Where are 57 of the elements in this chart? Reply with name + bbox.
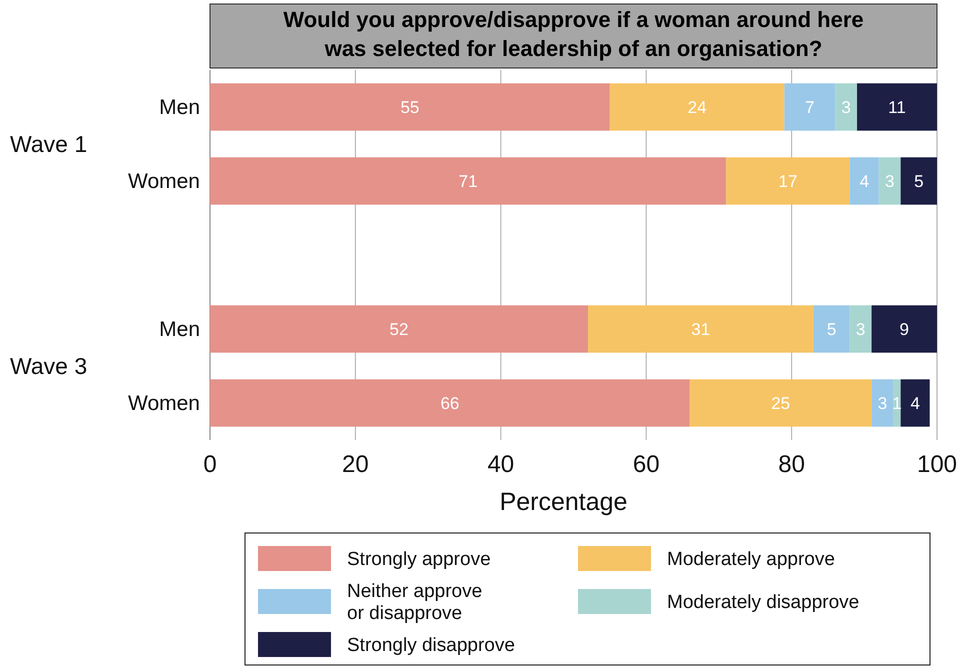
- y-tick-label: Men: [159, 96, 200, 119]
- bar: [588, 305, 814, 353]
- bar: [850, 157, 879, 205]
- data-label: 17: [778, 172, 798, 191]
- bar: [900, 157, 937, 205]
- data-label: 52: [390, 320, 408, 339]
- bar: [210, 157, 726, 205]
- x-tick-label: 20: [342, 451, 369, 478]
- bar: [690, 379, 872, 427]
- y-tick-label: Women: [128, 170, 200, 193]
- bar: [878, 157, 901, 205]
- bar: [857, 83, 937, 131]
- x-tick-label: 100: [916, 451, 958, 478]
- data-label: 66: [440, 394, 460, 413]
- legend-label: Strongly approve: [347, 549, 491, 570]
- x-tick-label: 60: [632, 451, 660, 478]
- x-tick-label: 40: [487, 451, 514, 478]
- x-tick-label: 80: [778, 451, 805, 478]
- data-label: 25: [771, 394, 790, 413]
- bar: [726, 157, 850, 205]
- y-tick-label: Men: [159, 318, 200, 341]
- x-axis-title: Percentage: [500, 488, 628, 516]
- data-label: 11: [888, 98, 906, 117]
- bar: [210, 83, 610, 131]
- data-label: 3: [885, 172, 894, 191]
- data-label: 4: [860, 172, 870, 191]
- data-label: 9: [900, 320, 910, 339]
- text: Wave 3: [10, 353, 88, 379]
- legend-label: Moderately disapprove: [667, 592, 860, 613]
- bar: [872, 305, 937, 353]
- bar: [210, 379, 690, 427]
- text: Wave 1: [10, 131, 88, 157]
- data-label: 3: [841, 98, 851, 117]
- data-label: 5: [826, 320, 836, 339]
- bar: [850, 305, 872, 353]
- legend-label: Strongly disapprove: [347, 635, 515, 656]
- data-label: 24: [688, 98, 707, 117]
- bar: [900, 379, 930, 427]
- chart-title: Would you approve/disapprove if a woman around here was selected for leadership of an organisation?: [283, 7, 864, 61]
- x-tick-label: 0: [203, 451, 217, 478]
- data-label: 71: [458, 172, 478, 191]
- bar: [610, 83, 784, 131]
- bar: [210, 305, 588, 353]
- data-label: 3: [856, 320, 866, 339]
- data-label: 5: [914, 172, 924, 191]
- legend-label: Moderately approve: [667, 549, 835, 570]
- bar: [813, 305, 850, 353]
- data-label: 3: [878, 394, 888, 413]
- legend-label: Neither approve or disapprove: [347, 581, 482, 624]
- data-label: 31: [691, 320, 710, 339]
- bar: [784, 83, 836, 131]
- data-label: 7: [805, 98, 815, 117]
- y-tick-label: Women: [128, 392, 200, 415]
- data-label: 55: [400, 98, 420, 117]
- data-label: 4: [910, 394, 920, 413]
- bar: [872, 379, 894, 427]
- bar: [835, 83, 858, 131]
